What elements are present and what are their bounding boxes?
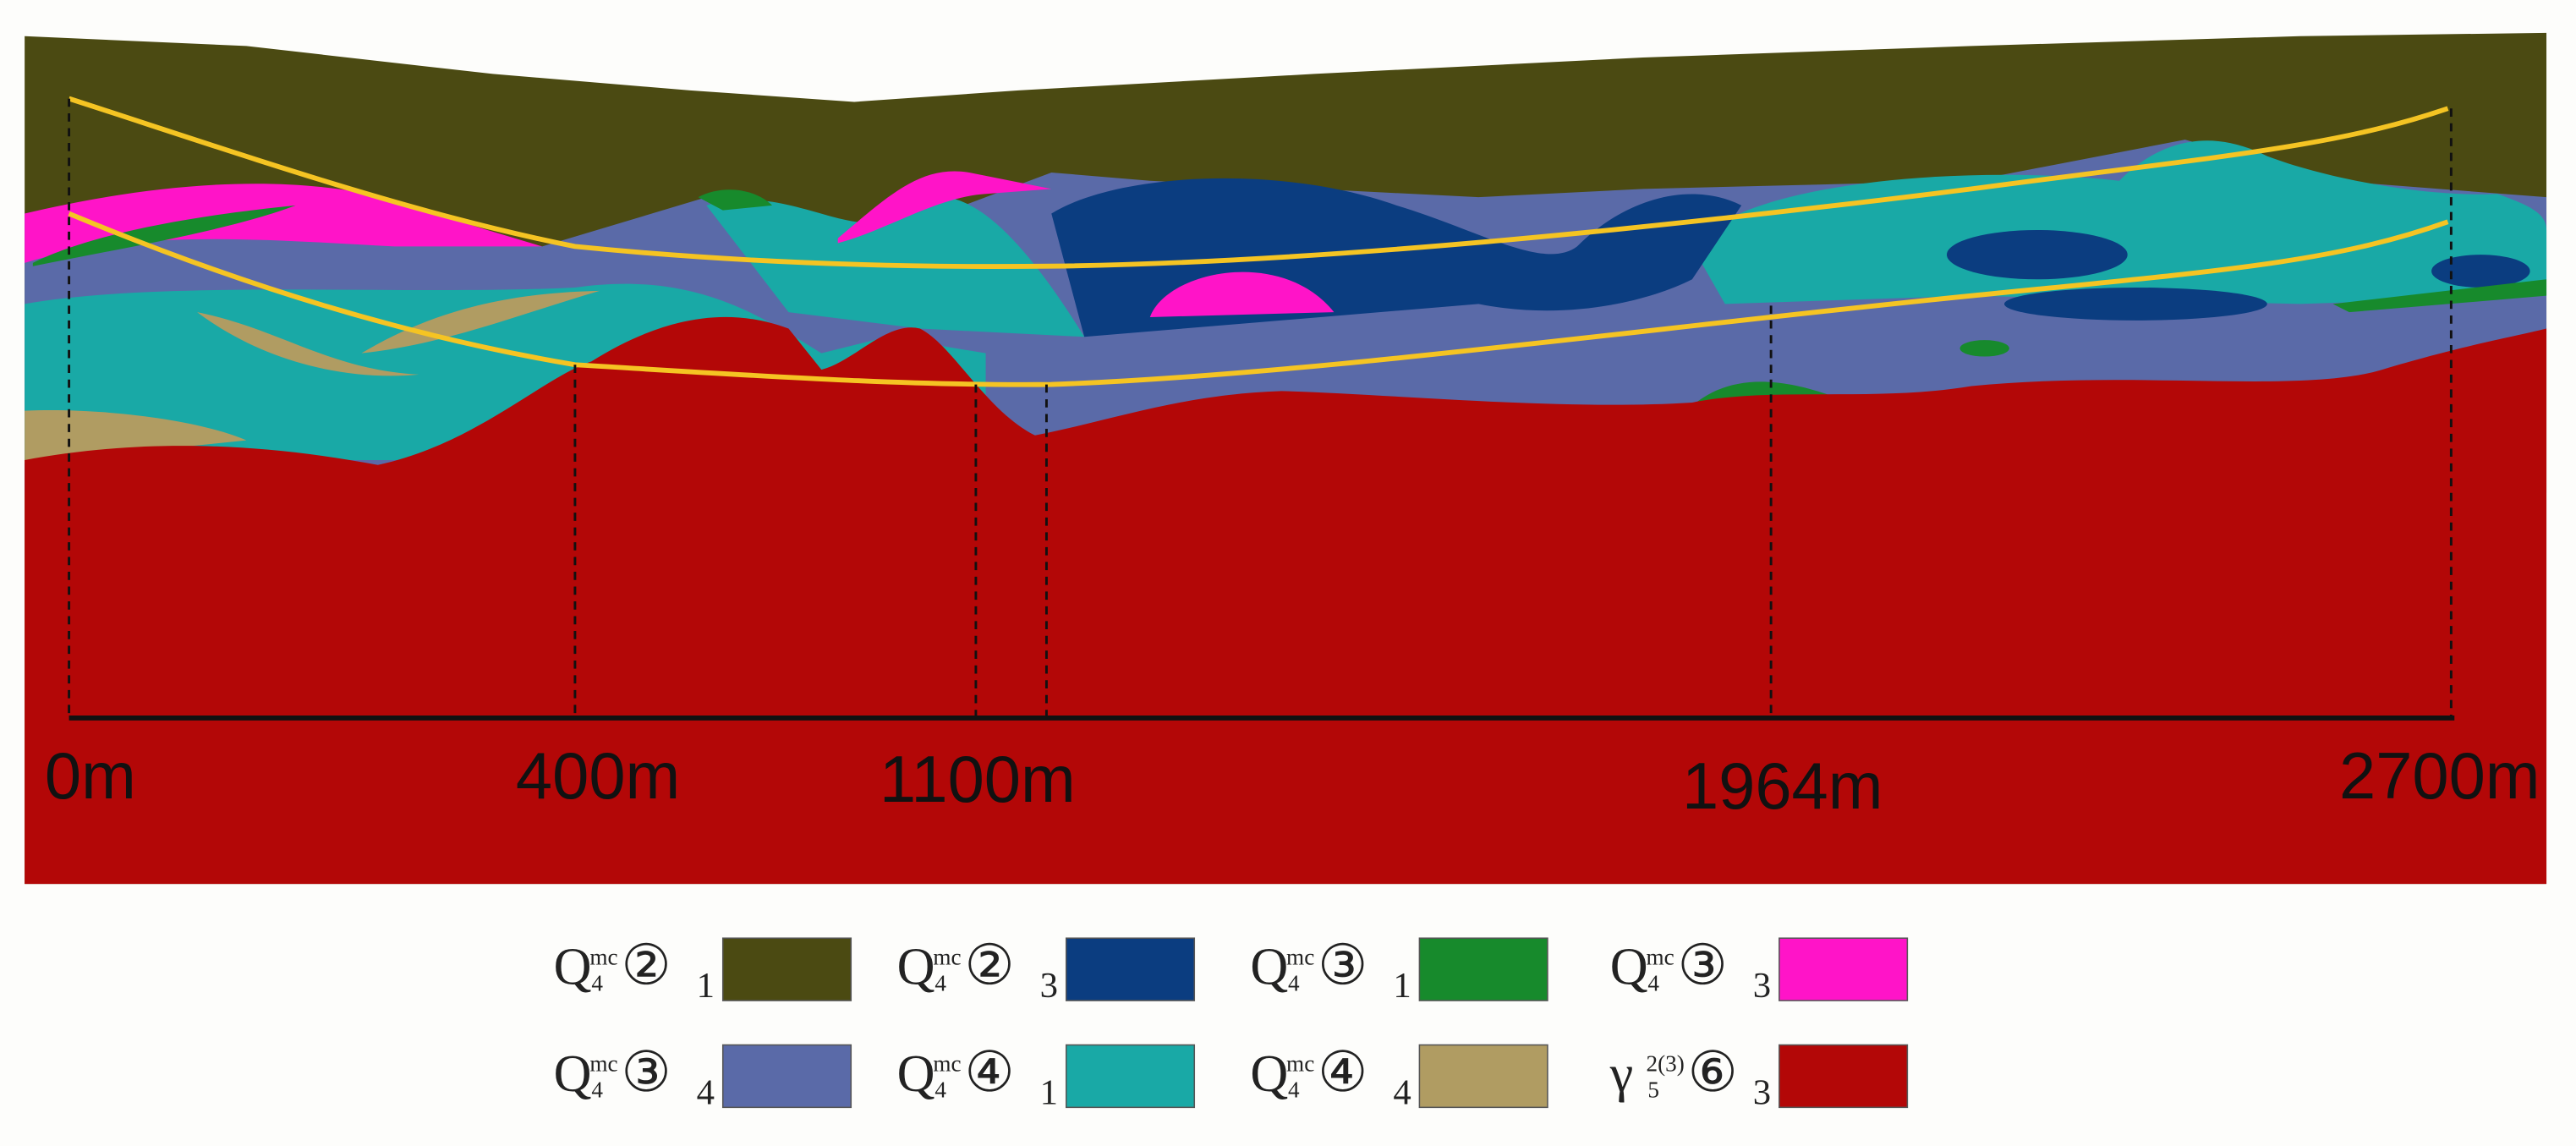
- legend-base: γ: [1609, 1045, 1633, 1103]
- legend-sub: 4: [591, 1077, 603, 1103]
- legend-sub: 4: [1288, 970, 1300, 995]
- legend-index: 1: [1040, 1072, 1058, 1112]
- legend-base: Q: [897, 1045, 935, 1103]
- distance-label: 0m: [45, 740, 136, 813]
- stratum: [1149, 271, 1335, 317]
- legend-swatch: [1065, 937, 1196, 1001]
- legend-sub: 4: [1647, 970, 1659, 995]
- strata: [25, 32, 2547, 885]
- stratum: [2431, 255, 2530, 288]
- distance-label: 1100m: [880, 743, 1076, 816]
- legend-sup: mc: [933, 1051, 961, 1077]
- legend-sup: mc: [1646, 944, 1674, 969]
- legend-circled: ③: [621, 1042, 671, 1104]
- legend-index: 4: [1393, 1072, 1411, 1112]
- stratum: [2332, 279, 2547, 313]
- legend-swatch: [1418, 937, 1548, 1001]
- legend-circled: ④: [965, 1042, 1015, 1104]
- legend-swatch: [721, 1044, 852, 1109]
- stratum: [361, 290, 600, 354]
- legend-sup: mc: [589, 1051, 617, 1077]
- legend-sup: 2(3): [1646, 1051, 1684, 1077]
- stratum: [197, 312, 419, 376]
- legend-swatch: [1779, 937, 1909, 1001]
- stratum: [1959, 340, 2009, 357]
- legend-index: 4: [697, 1072, 715, 1112]
- stratum: [837, 171, 1052, 244]
- legend-base: Q: [1610, 939, 1648, 996]
- stratum: [1946, 229, 2128, 280]
- legend-swatch: [1065, 1044, 1196, 1109]
- distance-label: 400m: [516, 740, 680, 813]
- legend-base: Q: [1250, 1045, 1288, 1103]
- legend-sup: mc: [589, 944, 617, 969]
- stratum: [32, 205, 296, 266]
- legend-sub: 4: [591, 970, 603, 995]
- legend-index: 1: [1393, 966, 1411, 1006]
- legend-swatch: [721, 937, 852, 1001]
- tunnel-line: [68, 211, 2449, 387]
- distance-label: 1964m: [1682, 750, 1883, 823]
- legend-swatch: [1779, 1044, 1909, 1109]
- legend-sub: 4: [1288, 1077, 1300, 1103]
- legend-base: Q: [897, 939, 935, 996]
- legend-sup: mc: [1286, 1051, 1314, 1077]
- stratum: [25, 316, 2547, 885]
- stratum: [698, 189, 773, 211]
- stratum: [1691, 140, 2547, 304]
- legend-swatch: [1418, 1044, 1548, 1109]
- legend-sup: mc: [933, 944, 961, 969]
- legend-sub: 5: [1647, 1077, 1659, 1103]
- stratum: [25, 410, 247, 463]
- legend-circled: ⑥: [1688, 1042, 1738, 1104]
- legend-circled: ④: [1318, 1042, 1367, 1104]
- legend-base: Q: [1250, 939, 1288, 996]
- section-marker: [68, 98, 2453, 718]
- stratum: [25, 184, 543, 263]
- stratum: [2003, 287, 2267, 321]
- legend-circled: ③: [1318, 935, 1367, 997]
- legend-circled: ③: [1678, 935, 1728, 997]
- legend-base: Q: [554, 939, 592, 996]
- legend-sub: 4: [934, 970, 946, 995]
- tunnel-line: [68, 96, 2449, 269]
- legend-index: 3: [1753, 966, 1771, 1006]
- legend-sub: 4: [934, 1077, 946, 1103]
- legend-index: 3: [1753, 1072, 1771, 1112]
- legend-base: Q: [554, 1045, 592, 1103]
- legend-circled: ②: [965, 935, 1015, 997]
- legend-index: 1: [697, 966, 715, 1006]
- legend-circled: ②: [621, 935, 671, 997]
- distance-label: 2700m: [2339, 740, 2540, 813]
- legend-index: 3: [1040, 966, 1058, 1006]
- legend-sup: mc: [1286, 944, 1314, 969]
